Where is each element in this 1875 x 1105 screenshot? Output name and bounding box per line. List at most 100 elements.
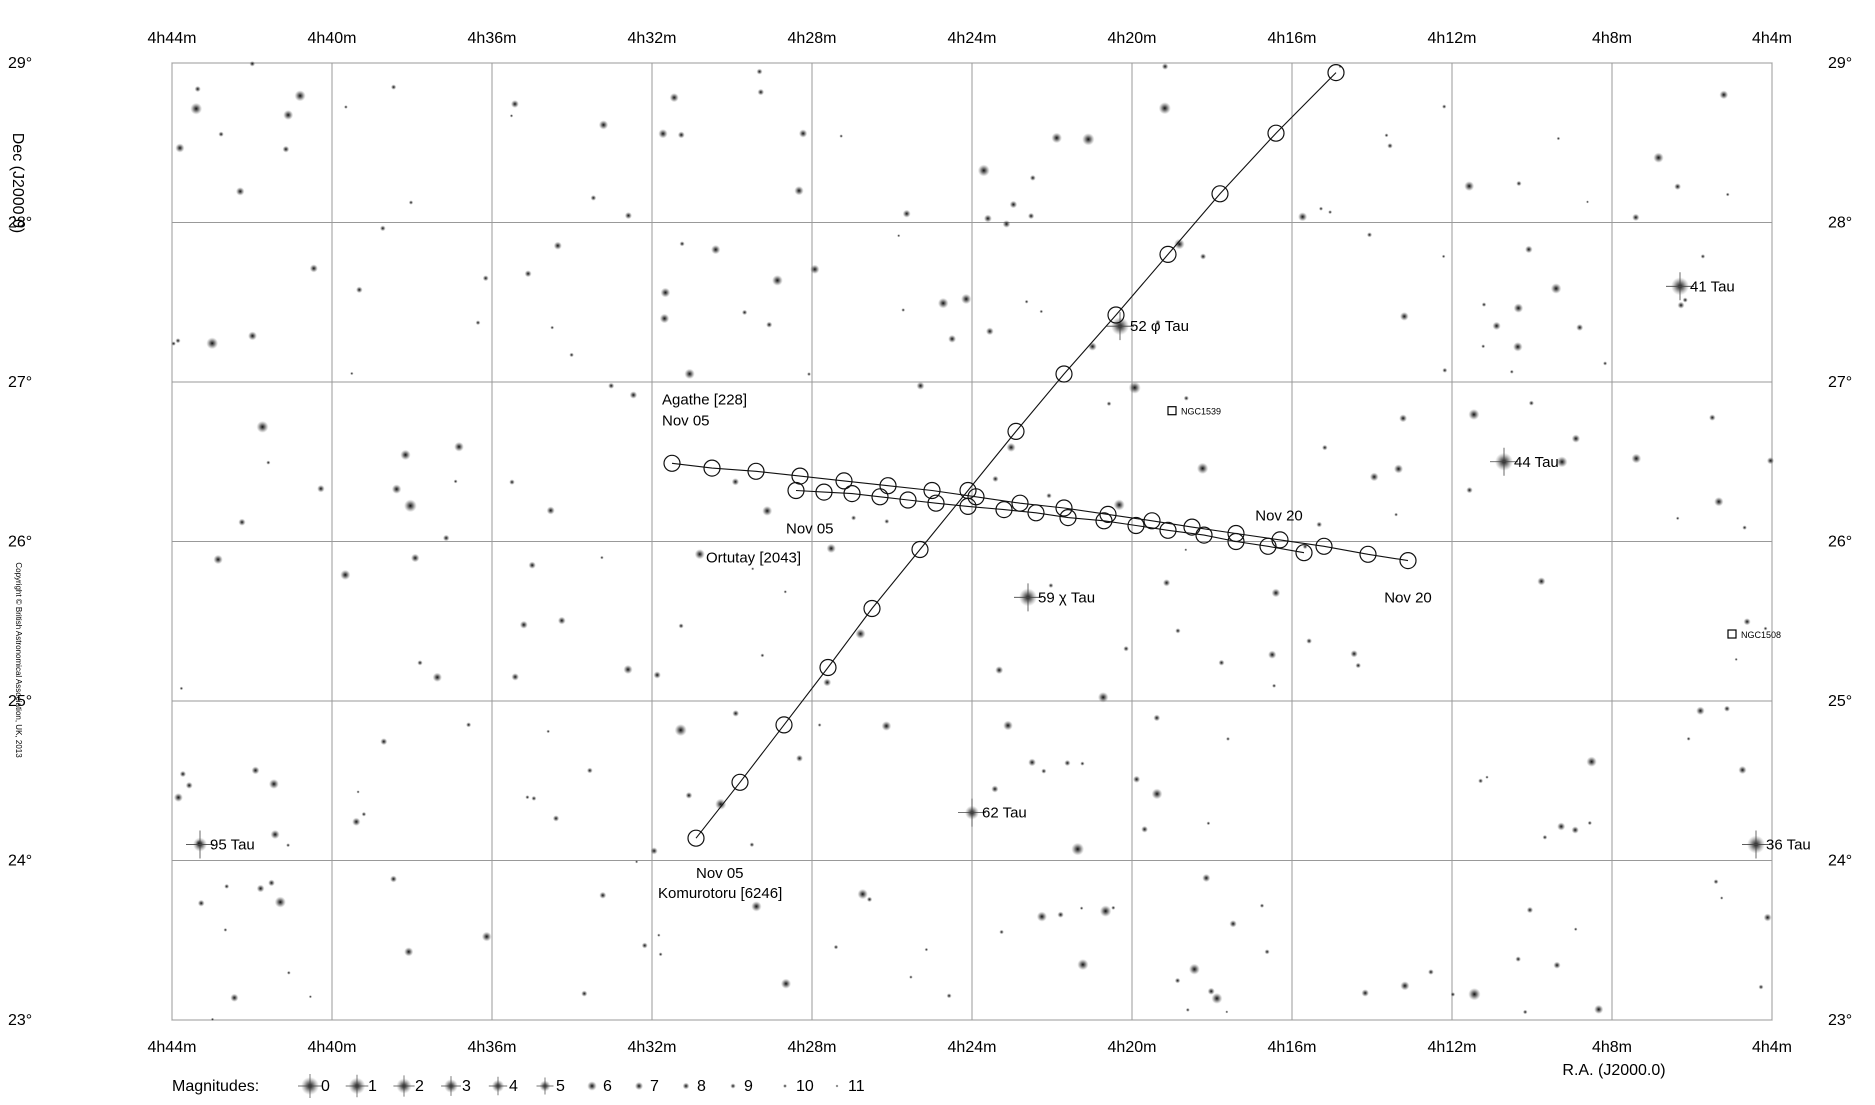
background-star: [553, 241, 562, 250]
background-star: [977, 164, 990, 177]
background-star: [1153, 714, 1161, 722]
ra-tick-label-bottom: 4h16m: [1268, 1039, 1317, 1056]
background-star: [1763, 913, 1772, 922]
background-star: [340, 569, 351, 581]
background-star: [992, 475, 999, 483]
track-position-marker: [819, 658, 837, 677]
track-end-date: Nov 20: [1255, 508, 1303, 525]
background-star: [600, 555, 604, 560]
background-star: [623, 664, 633, 675]
background-star: [857, 888, 868, 900]
dec-tick-label-right: 23°: [1828, 1012, 1852, 1029]
background-star: [999, 929, 1004, 935]
background-star: [218, 131, 224, 137]
background-star: [552, 815, 560, 822]
background-star: [1259, 903, 1265, 908]
background-star: [546, 506, 555, 515]
track-position-marker: [1027, 504, 1045, 522]
ra-tick-label-bottom: 4h28m: [788, 1039, 837, 1056]
background-star: [1743, 618, 1751, 626]
ra-tick-label-bottom: 4h36m: [468, 1039, 517, 1056]
background-star: [417, 660, 423, 666]
legend-magnitude-label: 3: [462, 1078, 471, 1095]
background-star: [985, 327, 994, 336]
background-star: [1556, 136, 1561, 141]
background-star: [1522, 1009, 1528, 1015]
background-star: [1537, 577, 1546, 586]
background-star: [1387, 143, 1393, 149]
background-star: [659, 313, 670, 324]
background-star: [531, 795, 537, 801]
background-star: [510, 100, 519, 108]
track-position-marker: [1195, 526, 1213, 544]
labeled-objects: 52 φ Tau 41 Tau 44 Tau 59 χ Tau 62 Tau 95 Tau…: [186, 272, 1811, 859]
background-star: [173, 793, 183, 802]
background-star: [356, 790, 360, 794]
background-star: [766, 321, 773, 328]
background-star: [677, 131, 685, 139]
background-star: [475, 320, 481, 326]
background-star: [390, 875, 397, 883]
background-star: [902, 209, 911, 218]
track-position-marker: [1107, 306, 1125, 324]
legend-star-symbol: [587, 1081, 597, 1091]
dec-tick-label-right: 29°: [1828, 55, 1852, 72]
background-star: [817, 723, 822, 727]
legend-star-symbol: [835, 1084, 839, 1088]
background-star: [308, 995, 312, 999]
background-star: [1151, 788, 1163, 800]
background-star: [807, 372, 811, 377]
background-star: [685, 792, 693, 799]
background-star: [751, 567, 755, 571]
background-star: [823, 678, 832, 687]
ra-tick-label-top: 4h40m: [308, 30, 357, 47]
background-star: [756, 68, 763, 75]
ra-tick-label-top: 4h32m: [628, 30, 677, 47]
background-star: [598, 120, 609, 130]
nebula-marker: [1167, 406, 1177, 416]
background-star: [772, 275, 783, 286]
background-star: [1478, 778, 1484, 784]
background-star: [251, 766, 260, 775]
background-star: [1188, 963, 1200, 975]
background-star: [270, 829, 280, 840]
background-star: [1714, 497, 1724, 507]
background-star: [1603, 361, 1608, 366]
background-star: [1442, 104, 1447, 109]
background-star: [1492, 321, 1501, 331]
background-star: [798, 129, 808, 138]
background-star: [796, 754, 803, 762]
background-star: [1211, 992, 1223, 1004]
nebula-label: NGC1539: [1181, 407, 1221, 417]
background-star: [937, 297, 949, 309]
ra-tick-label-bottom: 4h44m: [148, 1039, 197, 1056]
background-star: [1113, 499, 1125, 511]
background-star: [1587, 820, 1593, 826]
background-star: [760, 653, 765, 658]
background-star: [557, 616, 566, 625]
background-star: [731, 478, 740, 486]
background-star: [1384, 133, 1389, 138]
legend-magnitude-label: 6: [603, 1078, 612, 1095]
background-star: [1175, 628, 1181, 634]
background-star: [1394, 512, 1398, 517]
background-star: [1161, 63, 1169, 70]
background-star: [678, 623, 684, 629]
background-star: [1686, 736, 1691, 741]
background-star: [948, 334, 957, 343]
background-star: [757, 88, 765, 96]
background-star: [650, 847, 658, 855]
background-star: [1322, 444, 1328, 451]
ra-tick-label-top: 4h12m: [1428, 30, 1477, 47]
background-star: [679, 241, 685, 247]
track-position-marker: [687, 829, 705, 847]
background-star: [1468, 988, 1481, 1001]
background-star: [1400, 981, 1410, 991]
background-star: [855, 628, 866, 639]
track-position-marker: [775, 716, 793, 734]
background-star: [197, 899, 205, 907]
background-star: [249, 61, 256, 67]
background-star: [224, 883, 230, 889]
dec-tick-label-right: 24°: [1828, 853, 1852, 870]
